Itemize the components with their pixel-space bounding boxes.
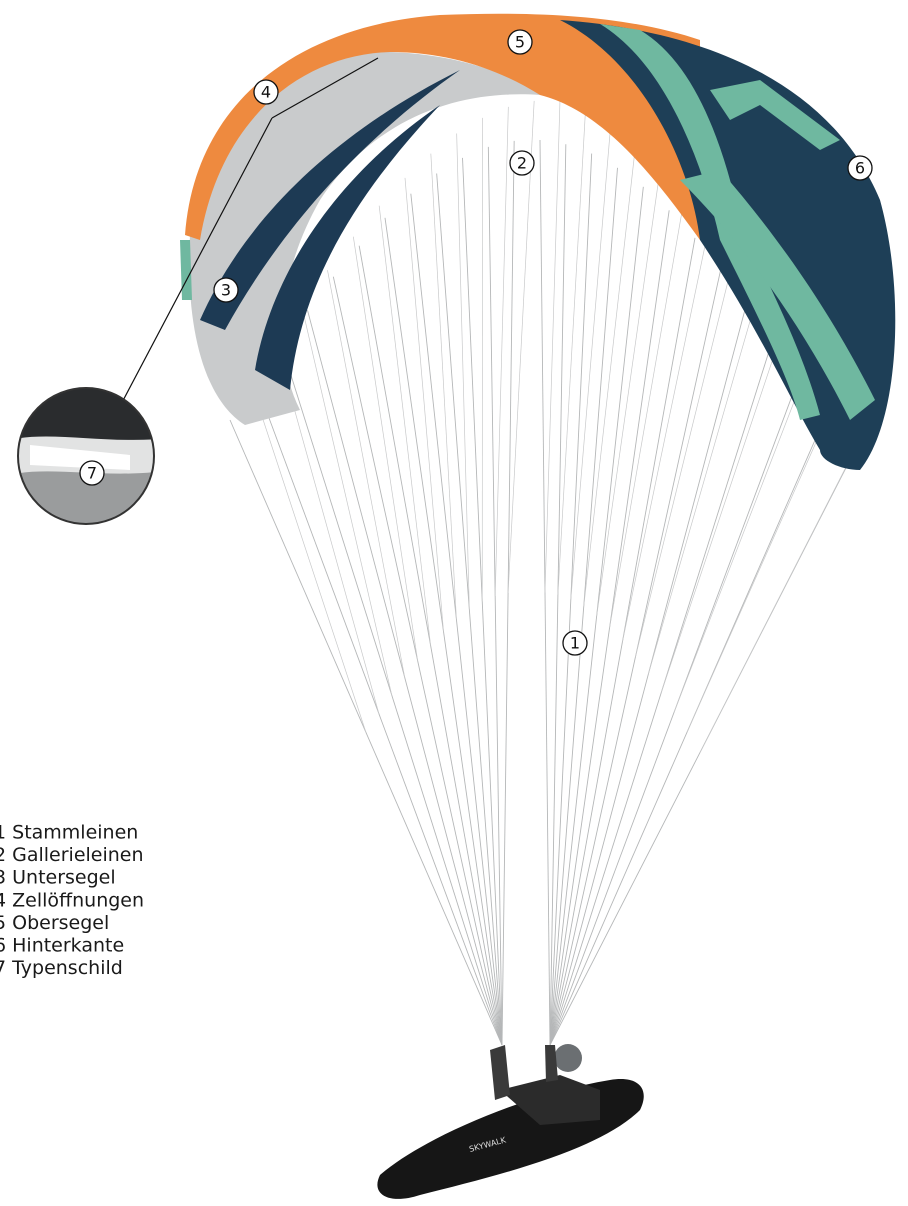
legend-item: 4 Zellöffnungen [0, 889, 144, 911]
line [457, 134, 470, 610]
legend-item: 1 Stammleinen [0, 822, 138, 844]
callout-label: 5 [515, 33, 525, 52]
callout: 1 [563, 631, 587, 655]
legend-item: 6 Hinterkante [0, 935, 124, 957]
line [333, 277, 502, 1045]
line [550, 210, 669, 1045]
callout-label: 2 [517, 154, 527, 173]
line [328, 270, 405, 677]
line [550, 187, 643, 1045]
callout-label: 7 [87, 464, 97, 483]
line [250, 380, 366, 733]
line [405, 178, 444, 632]
callout: 5 [508, 30, 532, 54]
callout-label: 3 [221, 281, 231, 300]
line [302, 306, 392, 696]
pilot: SKYWALK [377, 1044, 643, 1199]
line [353, 237, 417, 661]
line [700, 420, 870, 753]
callout: 3 [214, 278, 238, 302]
line [635, 229, 740, 657]
callout: 2 [510, 151, 534, 175]
line [610, 170, 690, 627]
line [597, 147, 664, 616]
line [648, 263, 766, 674]
callout: 4 [254, 80, 278, 104]
line [308, 310, 503, 1045]
line [550, 144, 566, 1045]
callout-label: 1 [570, 634, 580, 653]
line [584, 128, 638, 607]
wing-tip [180, 240, 192, 300]
legend-item: 2 Gallerieleinen [0, 844, 144, 866]
legend-item: 7 Typenschild [0, 957, 123, 979]
diagram: SKYWALK 1 2 3 4 5 6 7 1 Stammleinen2 Galleriel… [0, 0, 908, 1206]
line [411, 194, 502, 1045]
legend-item: 3 Untersegel [0, 867, 116, 889]
line [545, 100, 560, 593]
callout: 6 [848, 156, 872, 180]
legend-item: 5 Obersegel [0, 912, 109, 934]
callout-label: 4 [261, 83, 271, 102]
line [571, 114, 612, 600]
callout-label: 6 [855, 159, 865, 178]
callout: 7 [80, 461, 104, 485]
line [379, 206, 430, 646]
line [495, 107, 508, 596]
line [623, 198, 716, 642]
